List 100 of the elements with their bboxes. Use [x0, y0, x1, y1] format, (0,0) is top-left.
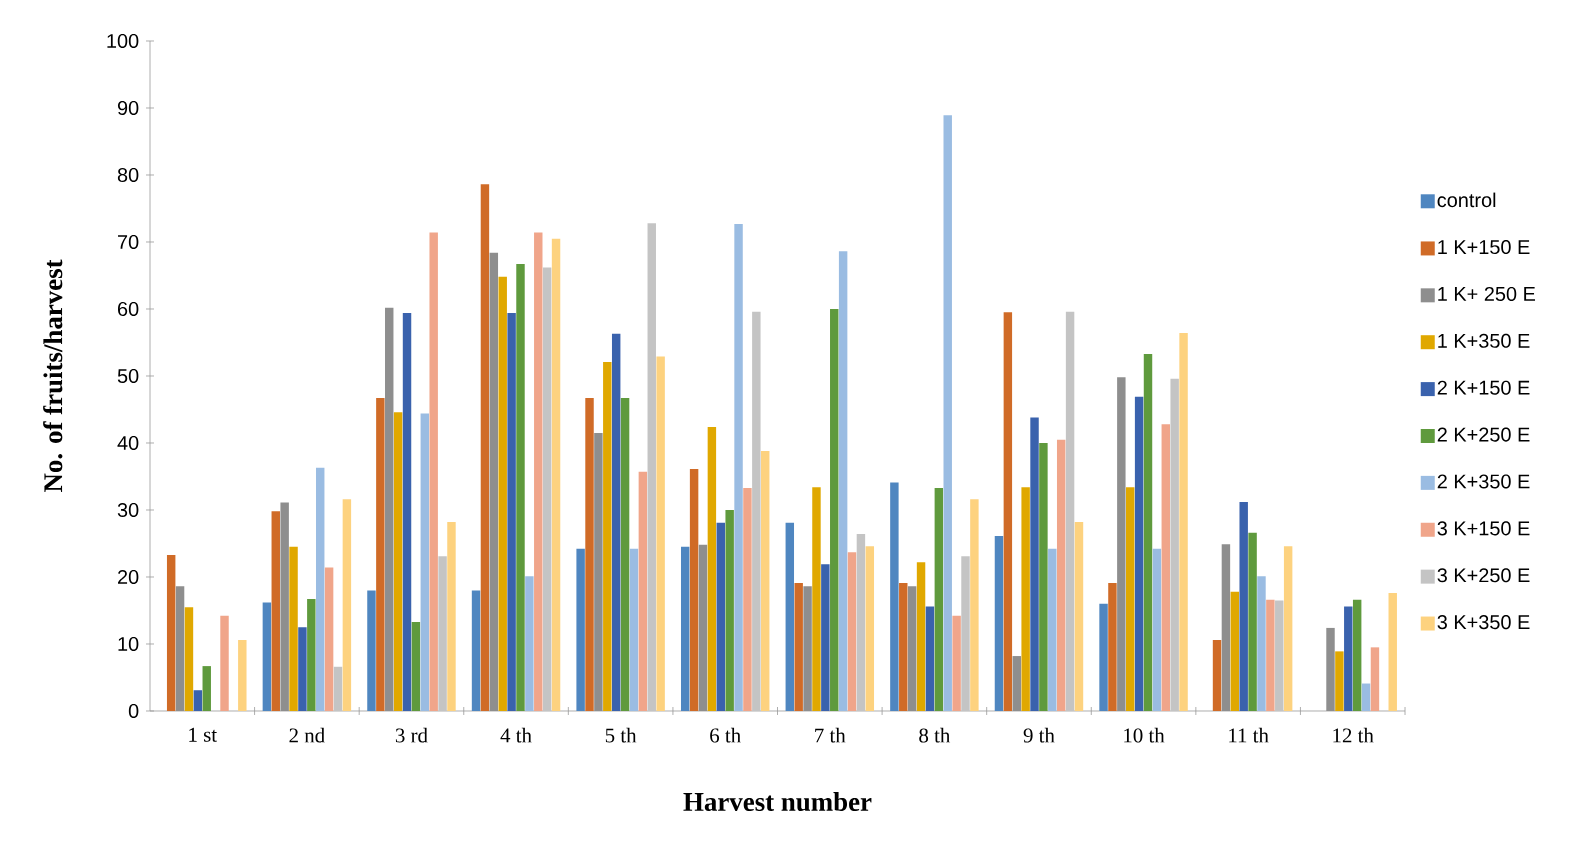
legend-label: 2 K+250 E [1437, 427, 1530, 442]
y-tick-label: 0 [128, 703, 139, 719]
bar [970, 499, 979, 711]
bar [1074, 522, 1084, 711]
bar [734, 223, 743, 711]
bar [411, 621, 421, 711]
bar [202, 666, 211, 711]
bar [1335, 651, 1344, 711]
bar [856, 534, 866, 711]
bar [1352, 599, 1362, 711]
bar [525, 576, 534, 711]
bar [1048, 548, 1057, 711]
bar [1065, 311, 1075, 711]
x-tick-label: 11 th [1229, 727, 1269, 743]
bar [507, 313, 516, 711]
bar [516, 264, 525, 711]
x-tick-label: 7 th [815, 727, 846, 743]
bar [429, 232, 438, 711]
bar [716, 522, 725, 711]
y-tick-label: 80 [117, 167, 139, 183]
bar [1344, 606, 1353, 711]
bar [220, 615, 229, 711]
bar [1021, 487, 1030, 711]
bar [238, 639, 247, 711]
bar [402, 313, 412, 711]
legend-label: control [1437, 192, 1496, 208]
bar [707, 426, 717, 711]
bar [1361, 683, 1371, 711]
x-axis-title: Harvest number [683, 792, 872, 812]
bar [620, 398, 630, 711]
y-tick-label: 70 [118, 234, 139, 250]
bar [1257, 576, 1266, 711]
x-tick-label: 5 th [605, 727, 637, 743]
bar [952, 615, 961, 711]
bar [1248, 532, 1257, 711]
legend-label: 3 K+250 E [1437, 568, 1530, 583]
y-tick-label: 40 [117, 435, 139, 451]
y-tick-label: 90 [117, 100, 139, 116]
bar [812, 487, 821, 711]
legend-label: 3 K+150 E [1437, 521, 1530, 536]
bar [830, 308, 839, 711]
x-tick-label: 9 th [1023, 727, 1055, 743]
bar [333, 666, 343, 711]
bar [943, 115, 952, 711]
bar [1283, 546, 1293, 711]
bar [629, 548, 639, 711]
x-tick-label: 10 th [1124, 727, 1165, 743]
bar [1030, 417, 1039, 711]
bar [847, 552, 857, 711]
bar [1143, 353, 1153, 711]
bar [420, 413, 430, 711]
bar [680, 546, 690, 711]
bar [1370, 647, 1380, 711]
bar [1170, 378, 1179, 711]
bar [925, 606, 935, 711]
y-axis-title: No. of fruits/harvest [43, 259, 63, 493]
bar [1388, 593, 1397, 711]
bar [1099, 603, 1108, 711]
bar [1179, 333, 1188, 711]
legend-label: 1 K+ 250 E [1438, 286, 1536, 301]
bar [324, 567, 334, 711]
bar [1239, 501, 1248, 711]
bar [1152, 548, 1162, 711]
y-tick-label: 60 [118, 301, 139, 317]
bar [342, 499, 352, 711]
bar [752, 311, 761, 711]
bar [821, 564, 830, 711]
bar [1003, 312, 1013, 711]
bar [647, 223, 656, 711]
bar [638, 471, 648, 711]
bar [611, 333, 621, 711]
x-tick-label: 3 rd [395, 727, 428, 743]
bar [367, 590, 376, 711]
bar [865, 546, 875, 711]
y-tick-label: 10 [118, 636, 139, 652]
bar [289, 546, 298, 711]
y-tick-label: 50 [117, 368, 139, 384]
x-tick-label: 4 th [500, 727, 532, 743]
bar [934, 487, 944, 711]
bar [1266, 599, 1275, 711]
bar [576, 548, 585, 711]
bar [376, 398, 385, 711]
bar [1230, 591, 1240, 711]
bar [890, 482, 899, 711]
bar [471, 590, 481, 711]
bar [743, 487, 752, 711]
bar [1161, 424, 1171, 711]
bar [393, 412, 403, 711]
legend-label: 1 K+350 E [1438, 333, 1530, 348]
bar [193, 690, 203, 711]
bar [1056, 439, 1066, 711]
bar [262, 602, 272, 711]
x-tick-label: 12 th [1333, 727, 1374, 743]
bar [761, 451, 770, 711]
bar [603, 361, 612, 711]
y-tick-label: 20 [118, 569, 139, 585]
bar [585, 398, 594, 711]
bar [534, 232, 543, 711]
x-tick-label: 6 th [710, 727, 741, 743]
bar [498, 276, 507, 711]
